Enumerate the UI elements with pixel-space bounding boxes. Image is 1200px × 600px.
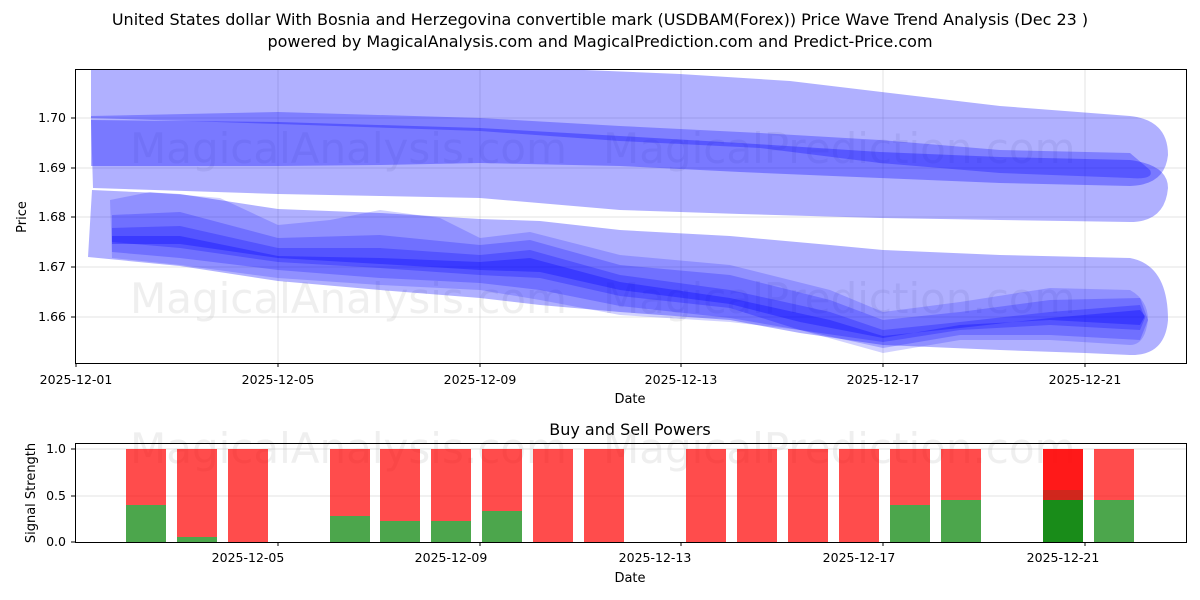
sell-bar-2025-12-15 bbox=[737, 449, 777, 542]
x-tick-2025-12-17: 2025-12-17 bbox=[847, 372, 920, 387]
top-axes-frame bbox=[75, 69, 1187, 364]
bottom-axes-frame bbox=[75, 443, 1187, 543]
y-tick-1-70: 1.70 bbox=[38, 110, 66, 125]
top-y-axis: 1.70 1.69 1.68 1.67 1.66 Price bbox=[15, 110, 75, 324]
lower-wave-band bbox=[88, 190, 1168, 356]
y-tick-1-66: 1.66 bbox=[38, 309, 66, 324]
sell-bar-2025-12-03 bbox=[126, 449, 166, 505]
y-axis-label-signal-strength: Signal Strength bbox=[24, 443, 39, 543]
x-axis-label-date: Date bbox=[614, 571, 645, 586]
upper-wave-center-line bbox=[91, 112, 1151, 179]
x-tick-2025-12-13: 2025-12-13 bbox=[619, 550, 692, 565]
sell-bar-2025-12-18 bbox=[890, 449, 930, 505]
buy-bar-2025-12-04 bbox=[177, 537, 217, 542]
buy-sell-powers-chart: Buy and Sell Powers MagicalAnalysis.com … bbox=[24, 420, 1187, 586]
buy-sell-title: Buy and Sell Powers bbox=[549, 420, 711, 439]
bottom-x-axis: 2025-12-05 2025-12-09 2025-12-13 2025-12… bbox=[212, 542, 1100, 586]
y-tick-0-0: 0.0 bbox=[46, 534, 66, 549]
y-tick-0-5: 0.5 bbox=[46, 488, 66, 503]
buy-bar-2025-12-21 bbox=[1043, 500, 1083, 542]
sell-bar-2025-12-11 bbox=[533, 449, 573, 542]
watermark-magicalanalysis-mid: MagicalAnalysis.com bbox=[130, 274, 567, 323]
sell-bar-2025-12-04 bbox=[177, 449, 217, 537]
sell-bar-2025-12-08 bbox=[380, 449, 420, 521]
overlap-bar-2025-12-21 bbox=[1043, 490, 1083, 500]
price-wave-chart: MagicalAnalysis.com MagicalPrediction.co… bbox=[15, 69, 1187, 407]
watermark-magicalanalysis-top: MagicalAnalysis.com bbox=[130, 124, 567, 173]
y-axis-label-price: Price bbox=[15, 201, 30, 233]
sell-bar-2025-12-17 bbox=[839, 449, 879, 542]
buy-bar-2025-12-08 bbox=[380, 521, 420, 542]
sell-bar-2025-12-14 bbox=[686, 449, 726, 542]
sell-bar-2025-12-12 bbox=[584, 449, 624, 542]
y-tick-1-0: 1.0 bbox=[46, 441, 66, 456]
y-tick-1-69: 1.69 bbox=[38, 160, 66, 175]
chart-title-line2: powered by MagicalAnalysis.com and Magic… bbox=[267, 32, 933, 51]
x-tick-2025-12-05: 2025-12-05 bbox=[242, 372, 315, 387]
x-tick-2025-12-13: 2025-12-13 bbox=[645, 372, 718, 387]
watermark-magicalprediction-mid: MagicalPrediction.com bbox=[603, 274, 1076, 323]
x-tick-2025-12-21: 2025-12-21 bbox=[1049, 372, 1122, 387]
buy-bar-2025-12-07 bbox=[330, 516, 370, 542]
sell-bar-2025-12-19 bbox=[941, 449, 981, 500]
buy-bar-2025-12-10 bbox=[482, 511, 522, 542]
buy-bar-2025-12-09 bbox=[431, 521, 471, 542]
x-tick-2025-12-17: 2025-12-17 bbox=[823, 550, 896, 565]
sell-bar-2025-12-22 bbox=[1094, 449, 1134, 500]
sell-bar-2025-12-05 bbox=[228, 449, 268, 542]
upper-band-bottom-half bbox=[91, 120, 1168, 222]
sell-bar-2025-12-07 bbox=[330, 449, 370, 516]
x-tick-2025-12-01: 2025-12-01 bbox=[40, 372, 113, 387]
x-tick-2025-12-09: 2025-12-09 bbox=[444, 372, 517, 387]
bottom-y-axis: 1.0 0.5 0.0 Signal Strength bbox=[24, 441, 75, 549]
sell-bar-2025-12-16 bbox=[788, 449, 828, 542]
top-x-axis: 2025-12-01 2025-12-05 2025-12-09 2025-12… bbox=[40, 363, 1122, 407]
top-grid bbox=[75, 69, 1186, 363]
x-tick-2025-12-05: 2025-12-05 bbox=[212, 550, 285, 565]
bars bbox=[126, 449, 1134, 542]
y-tick-1-67: 1.67 bbox=[38, 259, 66, 274]
sell-bar-2025-12-09 bbox=[431, 449, 471, 521]
x-axis-label-date: Date bbox=[614, 392, 645, 407]
buy-bar-2025-12-03 bbox=[126, 505, 166, 542]
watermark-magicalprediction-top: MagicalPrediction.com bbox=[603, 124, 1076, 173]
buy-bar-2025-12-19 bbox=[941, 500, 981, 542]
y-tick-1-68: 1.68 bbox=[38, 209, 66, 224]
x-tick-2025-12-21: 2025-12-21 bbox=[1027, 550, 1100, 565]
upper-band-top-half bbox=[91, 69, 1168, 186]
x-tick-2025-12-09: 2025-12-09 bbox=[415, 550, 488, 565]
buy-bar-2025-12-22 bbox=[1094, 500, 1134, 542]
upper-wave-band bbox=[91, 69, 1168, 222]
chart-title-line1: United States dollar With Bosnia and Her… bbox=[111, 10, 1089, 29]
sell-bar-2025-12-10 bbox=[482, 449, 522, 511]
buy-bar-2025-12-18 bbox=[890, 505, 930, 542]
